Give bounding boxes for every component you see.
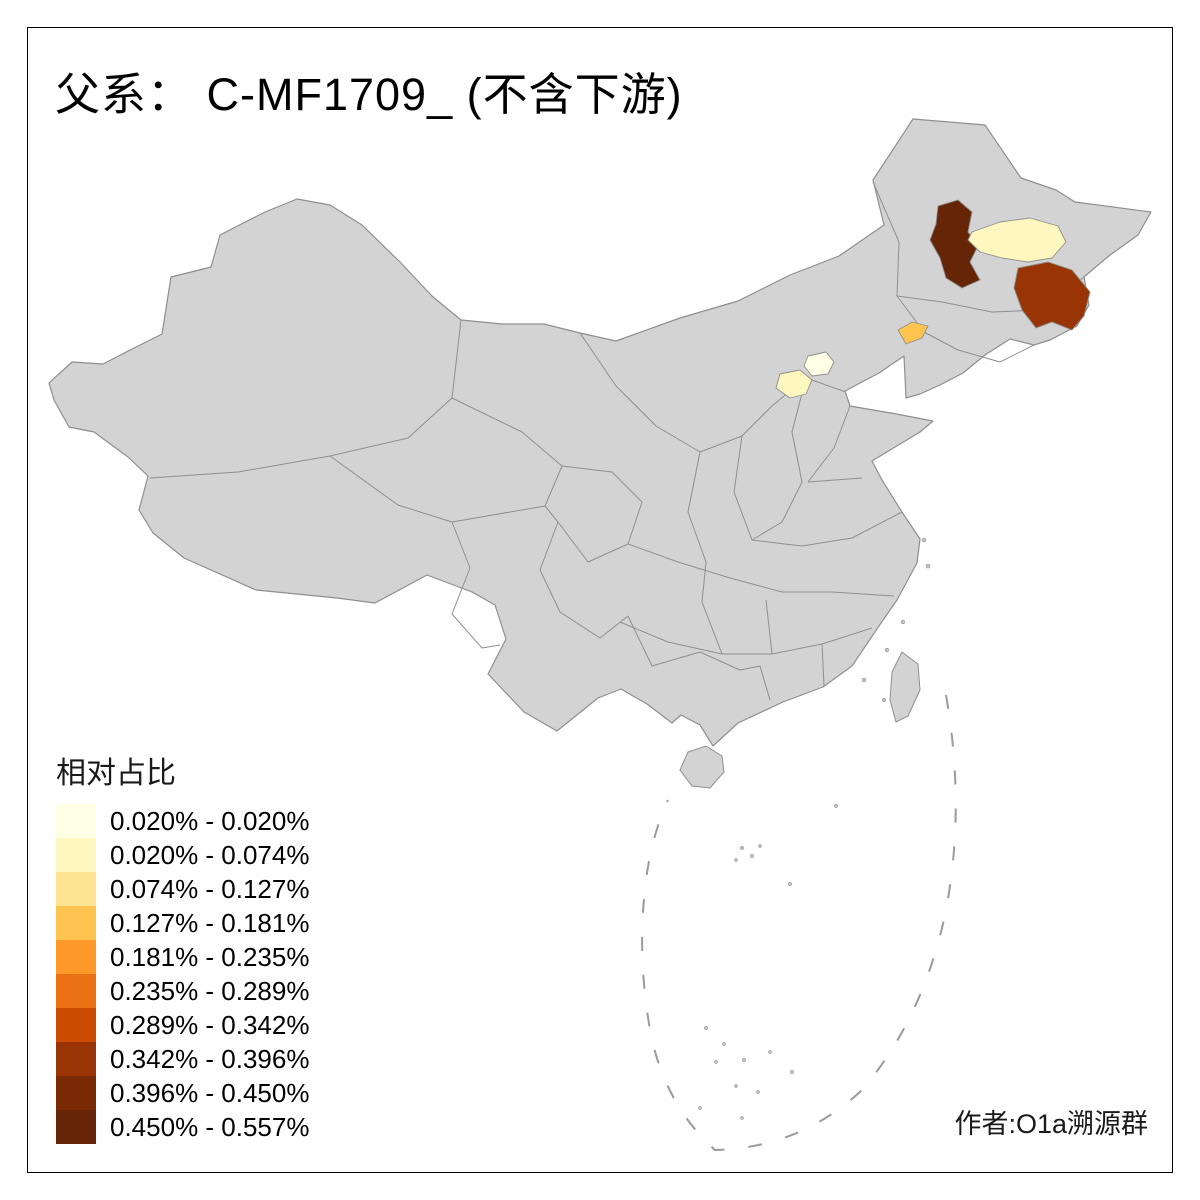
legend-label: 0.396% - 0.450% — [110, 1077, 310, 1108]
legend-swatch — [56, 838, 96, 872]
legend-item: 0.342% - 0.396% — [56, 1042, 309, 1076]
legend-swatch — [56, 804, 96, 838]
legend-item: 0.396% - 0.450% — [56, 1076, 309, 1110]
choropleth-region-hebei-pale — [775, 369, 813, 399]
legend-item: 0.289% - 0.342% — [56, 1008, 309, 1042]
author-credit: 作者:O1a溯源群 — [954, 1109, 1148, 1139]
legend-swatch — [56, 872, 96, 906]
choropleth-region-liaoning-orange — [897, 321, 929, 345]
legend-swatch — [56, 1008, 96, 1042]
hainan-island — [679, 745, 725, 789]
legend-label: 0.020% - 0.020% — [110, 805, 310, 836]
choropleth-region-northeast-dark — [929, 199, 981, 289]
legend-swatch — [56, 940, 96, 974]
legend-item: 0.127% - 0.181% — [56, 906, 309, 940]
province-borders — [149, 181, 1085, 701]
legend-swatch — [56, 906, 96, 940]
legend-item: 0.074% - 0.127% — [56, 872, 309, 906]
legend-label: 0.342% - 0.396% — [110, 1043, 310, 1074]
south-china-sea-islands — [698, 804, 838, 1120]
choropleth-region-northeast-cream — [967, 217, 1067, 263]
legend-item: 0.235% - 0.289% — [56, 974, 309, 1008]
coastal-islands — [861, 537, 931, 703]
map-title: 父系： C-MF1709_ (不含下游) — [55, 69, 683, 120]
legend-label: 0.450% - 0.557% — [110, 1111, 310, 1142]
legend-label: 0.074% - 0.127% — [110, 873, 310, 904]
taiwan-island — [889, 651, 921, 723]
legend-label: 0.235% - 0.289% — [110, 975, 310, 1006]
legend-label: 0.289% - 0.342% — [110, 1009, 310, 1040]
choropleth-region-beijing-palest — [803, 351, 835, 377]
legend-title: 相对占比 — [56, 757, 176, 790]
legend-label: 0.127% - 0.181% — [110, 907, 310, 938]
choropleth-regions — [775, 199, 1091, 399]
legend-label: 0.020% - 0.074% — [110, 839, 310, 870]
legend-swatch — [56, 1042, 96, 1076]
legend-swatch — [56, 974, 96, 1008]
legend-swatch — [56, 1110, 96, 1144]
nine-dash-line — [641, 694, 957, 1152]
choropleth-region-northeast-redbrown — [1013, 261, 1091, 331]
legend-item: 0.181% - 0.235% — [56, 940, 309, 974]
legend-item: 0.450% - 0.557% — [56, 1110, 309, 1144]
legend-swatch — [56, 1076, 96, 1110]
china-mainland-outline — [48, 118, 1152, 747]
legend-item: 0.020% - 0.020% — [56, 804, 309, 838]
legend-label: 0.181% - 0.235% — [110, 941, 310, 972]
legend: 相对占比 0.020% - 0.020% 0.020% - 0.074% 0.0… — [56, 748, 309, 1144]
legend-item: 0.020% - 0.074% — [56, 838, 309, 872]
